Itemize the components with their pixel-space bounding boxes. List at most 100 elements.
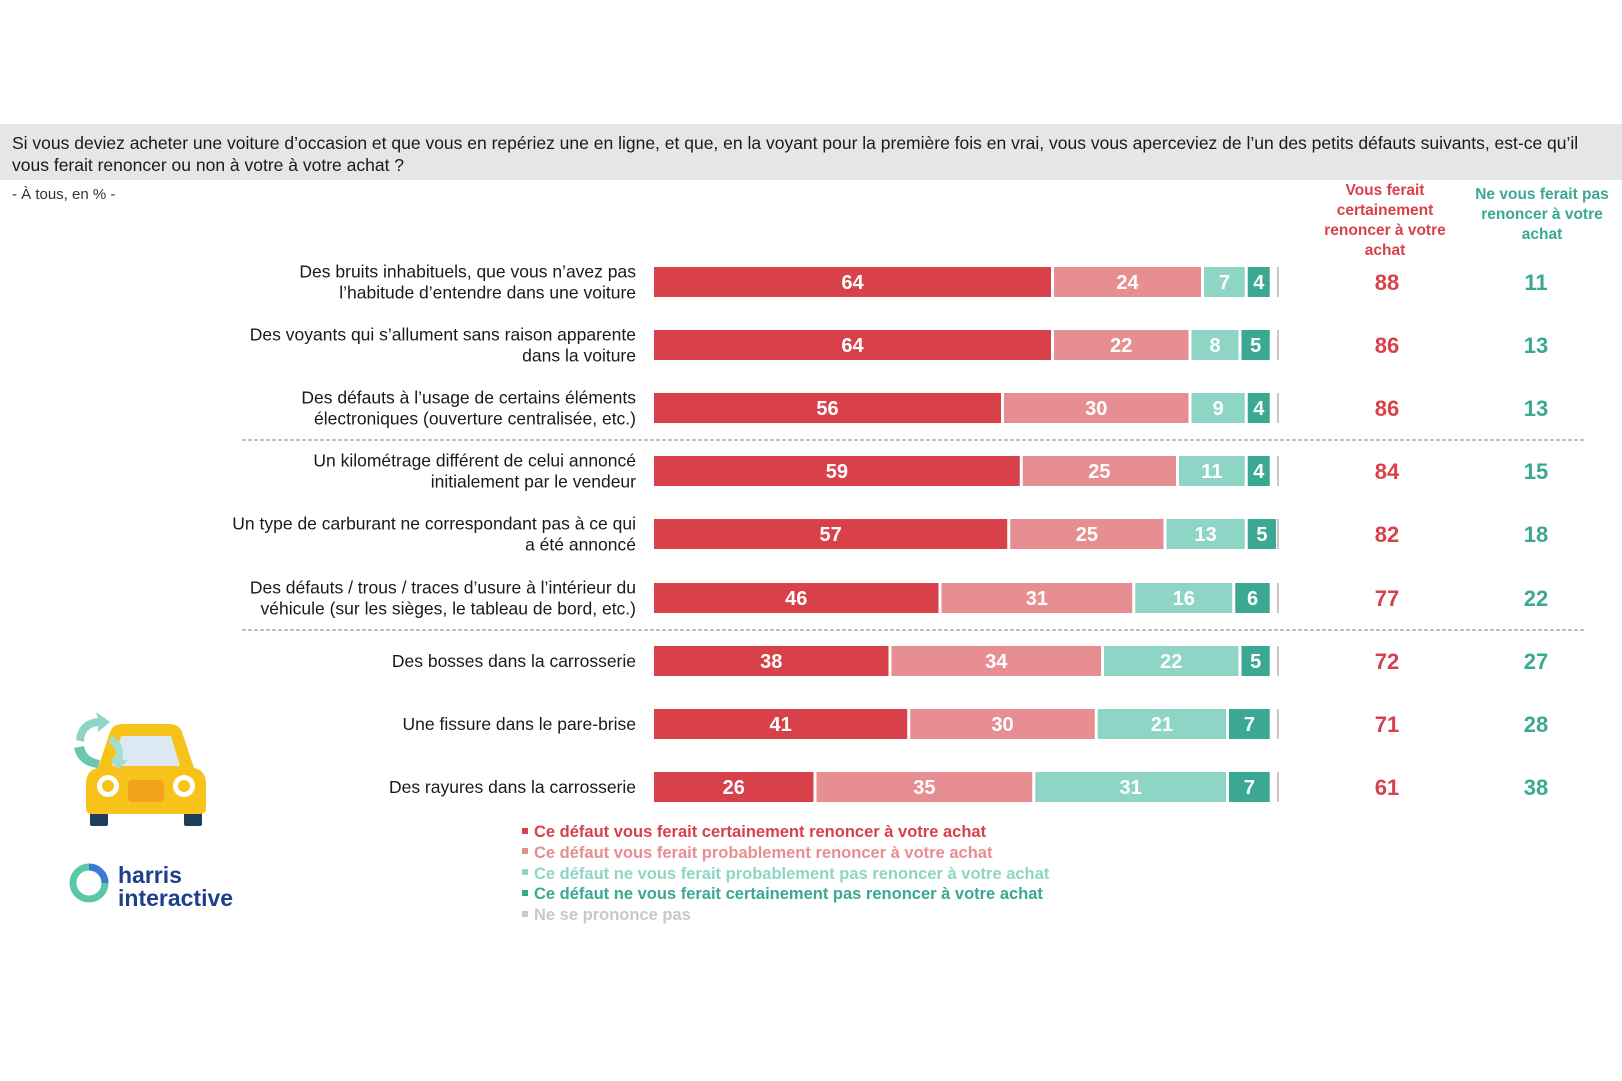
total-not-renounce-value: 13: [1524, 396, 1548, 421]
bar-segment: [1004, 393, 1189, 423]
total-renounce-value: 77: [1375, 586, 1399, 611]
bar-value-label: 4: [1253, 461, 1265, 483]
total-renounce-value: 61: [1375, 775, 1399, 800]
bar-value-label: 6: [1247, 588, 1258, 610]
total-not-renounce-value: 15: [1524, 459, 1548, 484]
bar-segment: [1235, 583, 1270, 613]
header-certainly-renounce: Vous ferait certainement renoncer à votr…: [1324, 182, 1446, 259]
recycled-car-icon: [74, 712, 206, 826]
bar-value-label: 7: [1219, 272, 1230, 294]
bar-value-label: 5: [1256, 524, 1267, 546]
bar-value-label: 30: [1085, 398, 1107, 420]
bar-segment: [1035, 772, 1226, 802]
logo-line-2: interactive: [118, 885, 234, 911]
total-not-renounce-value: 13: [1524, 333, 1548, 358]
bar-segment: [654, 646, 889, 676]
bar-segment: [1191, 393, 1245, 423]
bar-value-label: 24: [1116, 272, 1139, 294]
bar-value-label: 41: [770, 714, 792, 736]
no-opinion-segment: [1277, 519, 1279, 549]
legend-swatch: [522, 890, 528, 897]
category-label: Des voyants qui s’allument sans raison a…: [250, 325, 636, 366]
category-label: Des bruits inhabituels, que vous n’avez …: [299, 262, 636, 303]
total-not-renounce-value: 22: [1524, 586, 1548, 611]
bar-value-label: 4: [1253, 272, 1265, 294]
bar-value-label: 59: [826, 461, 848, 483]
bar-value-label: 22: [1160, 651, 1182, 673]
bar-segment: [1022, 456, 1176, 486]
legend-item: Ce défaut ne vous ferait certainement pa…: [522, 884, 1049, 905]
legend-swatch: [522, 910, 528, 917]
legend-swatch: [522, 848, 528, 855]
subtitle: - À tous, en % -: [12, 186, 116, 203]
total-renounce-value: 86: [1375, 396, 1399, 421]
bar-segment: [941, 583, 1133, 613]
legend: Ce défaut vous ferait certainement renon…: [522, 822, 1049, 926]
bar-value-label: 5: [1250, 651, 1261, 673]
legend-swatch: [522, 827, 528, 834]
total-not-renounce-value: 27: [1524, 649, 1548, 674]
legend-item: Ce défaut ne vous ferait probablement pa…: [522, 864, 1049, 885]
bar-segment: [1104, 646, 1239, 676]
bar-value-label: 25: [1076, 524, 1098, 546]
bar-segment: [654, 583, 939, 613]
bar-value-label: 8: [1209, 335, 1220, 357]
bar-value-label: 30: [991, 714, 1013, 736]
legend-label: Ce défaut vous ferait certainement renon…: [534, 823, 987, 841]
no-opinion-segment: [1277, 709, 1279, 739]
no-opinion-segment: [1277, 267, 1279, 297]
no-opinion-segment: [1277, 456, 1279, 486]
legend-item: Ce défaut vous ferait probablement renon…: [522, 843, 1049, 864]
bar-segment: [1166, 519, 1245, 549]
bar-value-label: 34: [985, 651, 1008, 673]
bar-segment: [1247, 456, 1270, 486]
bar-value-label: 5: [1250, 335, 1261, 357]
legend-swatch: [522, 869, 528, 876]
harris-logo-text: harris interactive: [118, 864, 233, 910]
bar-value-label: 38: [760, 651, 782, 673]
bar-value-label: 31: [1026, 588, 1048, 610]
category-label: Des défauts / trous / traces d’usure à l…: [250, 578, 636, 619]
bar-segment: [654, 709, 908, 739]
bar-value-label: 64: [841, 335, 864, 357]
category-label: Des défauts à l’usage de certains élémen…: [301, 388, 636, 429]
category-label: Un type de carburant ne correspondant pa…: [232, 514, 636, 555]
legend-label: Ce défaut ne vous ferait probablement pa…: [534, 864, 1050, 883]
bar-segment: [654, 393, 1001, 423]
bar-value-label: 16: [1173, 588, 1195, 610]
bar-value-label: 57: [820, 524, 842, 546]
bar-value-label: 25: [1088, 461, 1110, 483]
total-not-renounce-value: 38: [1524, 775, 1548, 800]
total-renounce-value: 72: [1375, 649, 1399, 674]
bar-segment: [1247, 519, 1276, 549]
total-renounce-value: 82: [1375, 522, 1399, 547]
total-renounce-value: 86: [1375, 333, 1399, 358]
total-not-renounce-value: 11: [1524, 270, 1547, 295]
bar-value-label: 26: [723, 777, 745, 799]
bar-segment: [1247, 267, 1270, 297]
legend-label: Ne se prononce pas: [534, 906, 691, 925]
bar-segment: [1191, 330, 1239, 360]
bar-value-label: 35: [913, 777, 935, 799]
bar-value-label: 46: [785, 588, 807, 610]
bar-value-label: 64: [841, 272, 864, 294]
bar-segment: [1247, 393, 1270, 423]
bar-segment: [654, 267, 1051, 297]
total-not-renounce-value: 28: [1524, 712, 1548, 737]
category-label: Un kilométrage différent de celui annonc…: [313, 451, 636, 492]
total-not-renounce-value: 18: [1524, 522, 1548, 547]
legend-item: Ce défaut vous ferait certainement renon…: [522, 822, 1049, 843]
legend-label: Ce défaut vous ferait probablement renon…: [534, 843, 993, 862]
bar-segment: [1097, 709, 1226, 739]
bar-segment: [816, 772, 1033, 802]
bar-value-label: 7: [1244, 777, 1255, 799]
bar-value-label: 13: [1195, 524, 1217, 546]
category-label: Une fissure dans le pare-brise: [403, 714, 636, 734]
bar-segment: [654, 330, 1051, 360]
bar-segment: [1241, 646, 1270, 676]
bar-segment: [1229, 709, 1270, 739]
bar-segment: [654, 519, 1008, 549]
no-opinion-segment: [1277, 583, 1279, 613]
legend-item: Ne se prononce pas: [522, 905, 1049, 926]
